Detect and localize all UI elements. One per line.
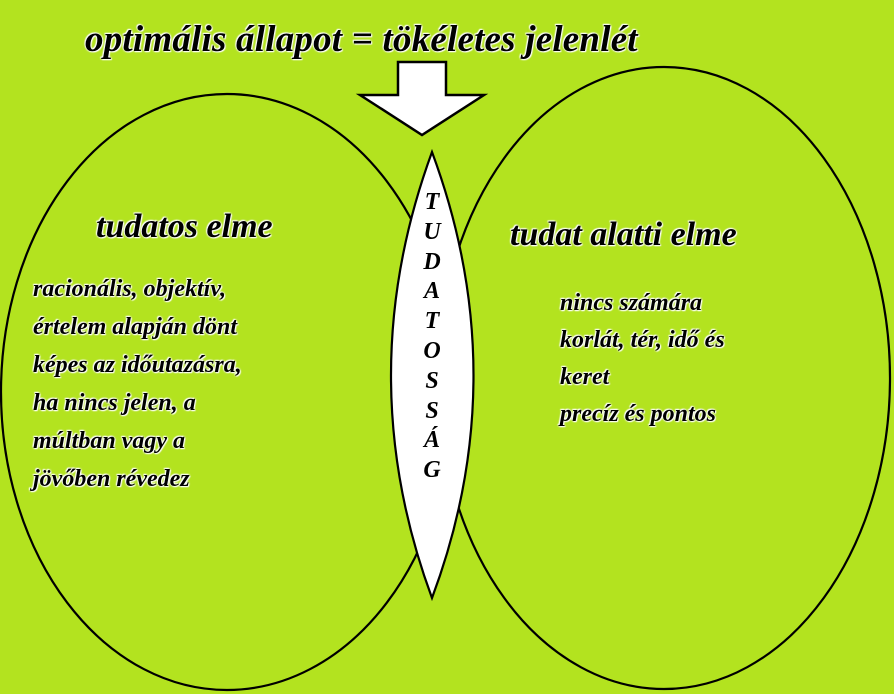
intersection-letter: A bbox=[423, 278, 440, 305]
right-description-line: korlát, tér, idő és bbox=[560, 327, 725, 353]
intersection-letter: D bbox=[423, 248, 441, 275]
down-arrow-icon bbox=[355, 60, 489, 137]
intersection-letter: Á bbox=[423, 427, 440, 454]
right-description-line: keret bbox=[560, 364, 610, 390]
right-circle-description: nincs számára korlát, tér, idő és keret … bbox=[560, 285, 725, 433]
diagram-title: optimális állapot = tökéletes jelenlét bbox=[85, 19, 638, 60]
left-description-line: múltban vagy a bbox=[33, 428, 186, 454]
right-circle-heading: tudat alatti elme bbox=[510, 216, 737, 253]
right-description-line: nincs számára bbox=[560, 290, 703, 316]
intersection-letter: S bbox=[425, 397, 439, 424]
left-description-line: racionális, objektív, bbox=[33, 276, 227, 302]
intersection-letter: S bbox=[425, 367, 439, 394]
intersection-letter: T bbox=[424, 308, 440, 335]
right-description-line: precíz és pontos bbox=[560, 401, 716, 427]
intersection-letter: G bbox=[423, 457, 441, 484]
left-circle-heading: tudatos elme bbox=[96, 208, 273, 245]
left-description-line: képes az időutazásra, bbox=[33, 352, 242, 378]
intersection-letter: U bbox=[423, 218, 441, 245]
intersection-vertical-label: T U D A T O S S Á G bbox=[400, 188, 464, 486]
left-description-line: jövőben révedez bbox=[33, 466, 190, 492]
intersection-letter: T bbox=[424, 189, 440, 215]
intersection-letter: O bbox=[423, 337, 441, 364]
left-circle-description: racionális, objektív, értelem alapján dö… bbox=[33, 270, 242, 498]
left-description-line: értelem alapján dönt bbox=[33, 314, 237, 340]
left-description-line: ha nincs jelen, a bbox=[33, 390, 196, 416]
intersection-lens bbox=[389, 148, 475, 602]
